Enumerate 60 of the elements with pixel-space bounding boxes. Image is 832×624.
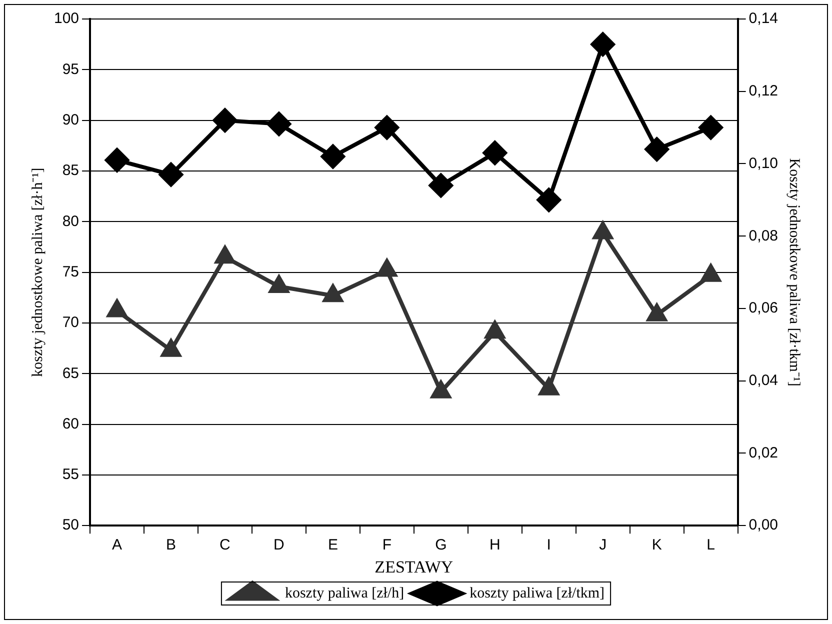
point <box>374 116 399 140</box>
point <box>644 137 669 162</box>
y-tick-label: 75 <box>62 263 80 280</box>
y-tick-label: 60 <box>62 415 80 432</box>
x-axis-title: ZESTAWY <box>374 557 454 576</box>
point <box>320 144 345 169</box>
point <box>161 339 181 357</box>
y-tick-label: 95 <box>62 60 80 78</box>
point <box>215 246 235 264</box>
x-tick-label: G <box>435 536 447 554</box>
y2-tick-label: 0,12 <box>748 82 778 100</box>
point <box>482 140 507 165</box>
y-tick-label: 55 <box>62 466 80 484</box>
point <box>428 173 453 198</box>
y2-tick-label: 0,06 <box>748 300 778 317</box>
y2-tick-label: 0,10 <box>748 154 778 172</box>
point <box>431 380 451 398</box>
x-tick-label: K <box>652 536 662 554</box>
x-tick-label: D <box>274 536 285 554</box>
point <box>266 112 291 136</box>
x-tick-label: L <box>706 536 715 554</box>
point <box>536 188 561 212</box>
y-axis-title: koszty jednostkowe paliwa [zł·h⁻¹] <box>30 168 46 377</box>
point <box>105 148 130 172</box>
point <box>701 264 721 282</box>
point <box>593 222 613 240</box>
y2-axis-title: Koszty jednostkowe paliwa [zł·tkm⁻¹] <box>786 158 802 386</box>
point <box>590 32 615 56</box>
y-tick-label: 65 <box>62 364 80 382</box>
x-tick-label: H <box>489 536 500 554</box>
point <box>377 259 397 277</box>
y2-tick-label: 0,14 <box>748 10 778 28</box>
y2-tick-label: 0,04 <box>748 372 778 389</box>
y2-tick-label: 0,00 <box>748 516 778 534</box>
point <box>485 321 505 339</box>
x-tick-label: I <box>546 536 551 554</box>
x-tick-label: E <box>328 536 338 554</box>
point <box>539 378 559 396</box>
y2-tick-label: 0,08 <box>748 227 778 244</box>
y-tick-label: 100 <box>54 10 80 28</box>
point <box>107 300 127 318</box>
point <box>269 275 289 293</box>
x-tick-label: C <box>220 536 231 554</box>
y-tick-label: 70 <box>62 314 80 332</box>
legend-label: koszty paliwa [zł/tkm] <box>470 585 605 602</box>
x-tick-label: A <box>112 536 122 554</box>
legend-label: koszty paliwa [zł/h] <box>284 585 404 602</box>
point <box>698 116 723 140</box>
point <box>212 108 237 132</box>
point <box>159 162 183 187</box>
y2-tick-label: 0,02 <box>748 444 778 462</box>
y-tick-label: 50 <box>62 516 80 534</box>
point <box>323 284 343 302</box>
y-tick-label: 80 <box>62 212 80 230</box>
y-tick-label: 85 <box>62 162 80 180</box>
point <box>647 304 667 322</box>
y-tick-label: 90 <box>62 111 80 128</box>
x-tick-label: F <box>382 536 392 554</box>
x-tick-label: B <box>166 536 176 554</box>
x-tick-label: J <box>599 536 607 554</box>
